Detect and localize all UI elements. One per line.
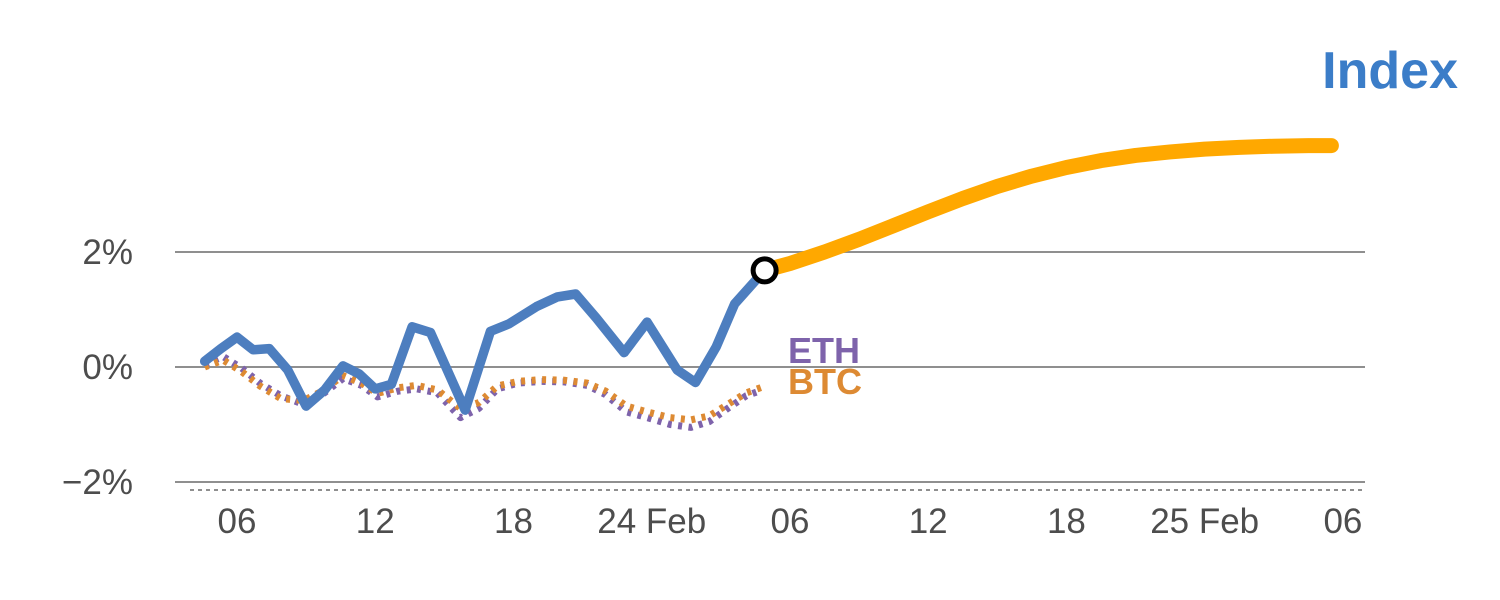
label-layer: Index ETH BTC — [788, 42, 1458, 402]
series-line-index — [199, 265, 770, 415]
series-line-forecast — [757, 138, 1339, 278]
x-tick-label: 12 — [356, 502, 395, 541]
x-tick-label: 24 Feb — [597, 502, 706, 541]
current-point-marker — [750, 256, 779, 285]
grid-layer: 2% 0% −2% 06 12 18 24 Feb 06 12 18 25 Feb 06 — [62, 233, 1365, 541]
series-line-btc — [203, 356, 764, 424]
y-tick-label: 2% — [82, 233, 133, 272]
chart-title: Index — [1322, 42, 1458, 100]
y-tick-label: −2% — [62, 463, 133, 502]
x-tick-label: 25 Feb — [1150, 502, 1259, 541]
x-tick-label: 06 — [1323, 502, 1362, 541]
x-tick-label: 12 — [909, 502, 948, 541]
x-tick-label: 18 — [1047, 502, 1086, 541]
x-tick-label: 06 — [218, 502, 257, 541]
series-line-eth — [203, 353, 764, 431]
y-tick-label: 0% — [82, 348, 133, 387]
eth-series-label: ETH — [788, 330, 860, 371]
x-tick-label: 06 — [770, 502, 809, 541]
btc-series-label: BTC — [788, 361, 862, 402]
x-tick-label: 18 — [494, 502, 533, 541]
series-layer — [199, 138, 1339, 431]
